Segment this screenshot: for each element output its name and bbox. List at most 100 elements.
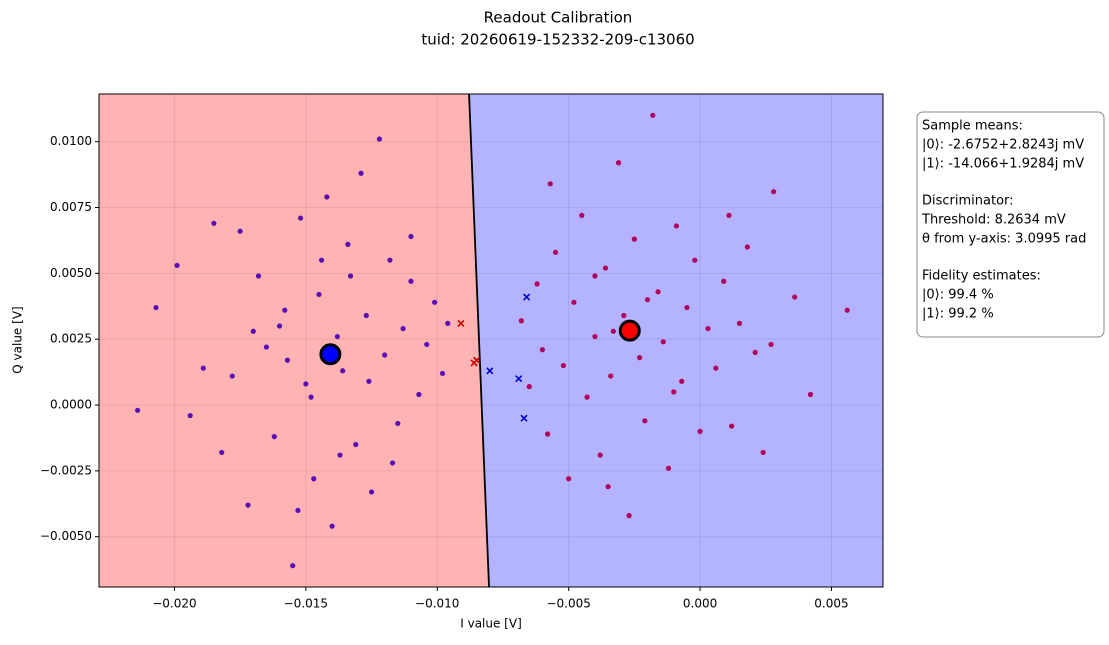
x-tick-label: −0.015 [284, 597, 328, 611]
point [311, 476, 317, 482]
point [282, 307, 288, 313]
point [655, 289, 661, 295]
chart-title: Readout Calibration [484, 9, 633, 27]
point [303, 381, 309, 387]
point [382, 352, 388, 358]
point [337, 452, 343, 458]
annotation-line: |1⟩: -14.066+1.9284j mV [922, 157, 1084, 172]
point [408, 233, 414, 240]
annotation-line: Sample means: [922, 119, 1023, 134]
y-tick-label: −0.0025 [40, 463, 92, 477]
point [665, 465, 672, 471]
misclassified-point [473, 356, 481, 364]
point [316, 291, 322, 298]
point [200, 365, 206, 371]
point [308, 394, 314, 400]
point [408, 278, 414, 284]
point [729, 423, 735, 429]
point [424, 341, 430, 348]
point [358, 170, 364, 176]
point [571, 299, 577, 305]
misclassified-point [523, 293, 531, 301]
point [340, 368, 346, 374]
point [579, 212, 585, 219]
point [616, 160, 622, 166]
point [547, 181, 553, 187]
mean-marker [319, 343, 342, 366]
point [376, 136, 383, 142]
point [290, 563, 296, 569]
point [631, 236, 637, 242]
annotation-box [916, 111, 1105, 338]
mean-marker [618, 319, 641, 342]
point [334, 333, 340, 340]
point [684, 304, 690, 311]
point [432, 299, 438, 305]
point [642, 418, 648, 424]
annotation-line: |0⟩: 99.4 % [922, 288, 994, 303]
annotation-line: Threshold: 8.2634 mV [921, 213, 1066, 228]
y-tick-label: 0.0025 [50, 332, 92, 346]
point [416, 391, 422, 398]
point [389, 460, 396, 466]
point [608, 373, 614, 379]
point [263, 344, 270, 350]
point [534, 281, 540, 287]
chart-subtitle: tuid: 20260619-152332-209-c13060 [421, 31, 694, 49]
misclassified-point [457, 319, 465, 327]
point [660, 339, 666, 345]
point [219, 449, 225, 456]
region-0 [99, 94, 490, 587]
point [692, 257, 698, 263]
point [760, 449, 766, 456]
point [584, 394, 590, 400]
point [621, 312, 627, 319]
annotation-line: Discriminator: [922, 194, 1014, 209]
point [297, 215, 304, 221]
point [211, 220, 217, 226]
point [844, 307, 850, 313]
point [650, 112, 656, 118]
point [592, 333, 598, 340]
point [276, 323, 283, 329]
point [545, 431, 551, 437]
point [597, 452, 603, 458]
annotation-line: θ from y-axis: 3.0995 rad [922, 232, 1086, 247]
point [295, 507, 301, 513]
point [319, 257, 325, 263]
point [400, 326, 406, 332]
point [592, 273, 598, 279]
point [135, 407, 141, 413]
point [552, 249, 559, 255]
point [671, 389, 677, 395]
region-1 [469, 94, 883, 587]
annotation-line: |1⟩: 99.2 % [922, 307, 994, 322]
point [187, 412, 193, 419]
point [792, 294, 798, 300]
y-tick-label: 0.0000 [50, 398, 92, 412]
point [366, 378, 372, 384]
point [347, 273, 354, 279]
x-axis-label: I value [V] [460, 617, 522, 631]
point [736, 320, 743, 326]
point [626, 513, 632, 519]
plot-frame [98, 93, 884, 588]
point [353, 441, 359, 448]
point [324, 194, 330, 200]
point [237, 228, 243, 234]
point [602, 265, 609, 271]
point [771, 189, 777, 195]
misclassified-point [486, 367, 494, 375]
point [768, 341, 774, 348]
x-tick-label: 0.000 [683, 597, 717, 611]
point [329, 523, 335, 529]
point [566, 476, 572, 482]
point [345, 241, 351, 247]
point [174, 262, 180, 269]
point [807, 391, 814, 398]
point [605, 484, 611, 490]
point [153, 304, 159, 311]
decision-boundary [468, 93, 490, 588]
point [610, 328, 616, 334]
